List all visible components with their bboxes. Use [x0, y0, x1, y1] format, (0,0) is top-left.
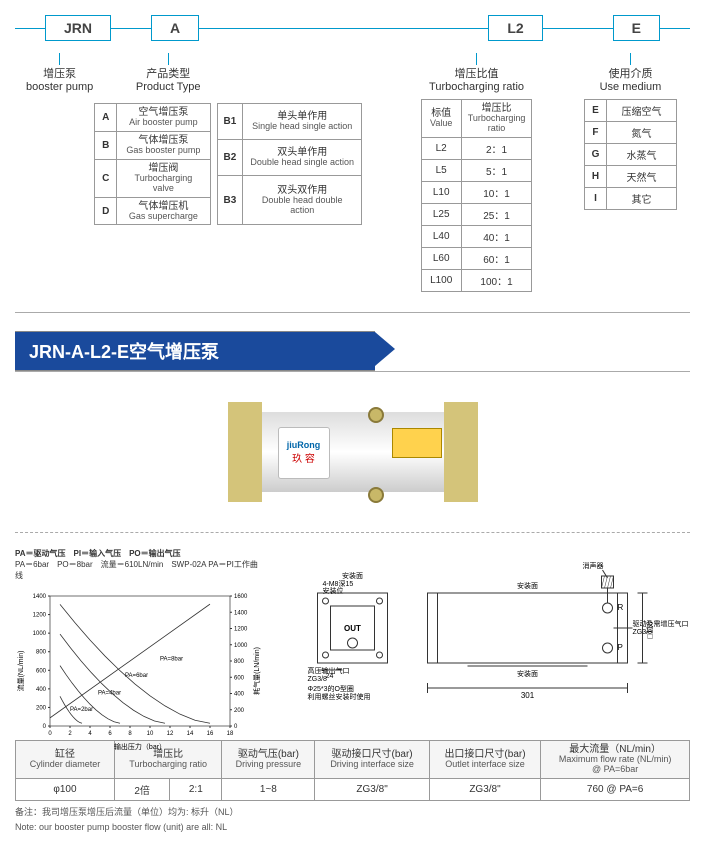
svg-text:安装面: 安装面 — [517, 669, 538, 678]
svg-text:16: 16 — [207, 731, 214, 737]
svg-text:0: 0 — [234, 724, 238, 730]
svg-text:12: 12 — [167, 731, 174, 737]
logo-plate: jiuRong 玖 容 — [278, 427, 330, 479]
svg-text:流量(NL/min): 流量(NL/min) — [16, 650, 25, 691]
col3-en: Turbocharging ratio — [429, 81, 524, 93]
svg-text:18: 18 — [227, 731, 234, 737]
svg-text:400: 400 — [234, 691, 245, 697]
svg-text:ZG3/8: ZG3/8 — [308, 676, 328, 683]
code-row: JRN A L2 E — [15, 15, 690, 41]
svg-text:安装面: 安装面 — [517, 581, 538, 590]
svg-text:600: 600 — [234, 675, 245, 681]
svg-text:6: 6 — [108, 731, 112, 737]
medium-table: E压缩空气F氮气G水蒸气H天然气I其它 — [584, 99, 677, 210]
port-top-icon — [368, 407, 384, 423]
col2-en: Product Type — [136, 81, 201, 93]
svg-text:14: 14 — [187, 731, 194, 737]
svg-text:600: 600 — [36, 668, 47, 674]
svg-text:4-M8深15: 4-M8深15 — [323, 579, 354, 588]
product-type-table-b: B1单头单作用Single head single actionB2双头单作用D… — [217, 103, 363, 225]
svg-text:1200: 1200 — [234, 626, 248, 632]
product-image: jiuRong 玖 容 — [208, 392, 498, 512]
col4-en: Use medium — [600, 81, 662, 93]
svg-text:400: 400 — [36, 687, 47, 693]
spec-note-en: Note: our booster pump booster flow (uni… — [15, 822, 690, 832]
col2-cn: 产品类型 — [146, 65, 190, 81]
svg-text:□110: □110 — [646, 620, 655, 638]
product-type-table-a: A空气增压泵Air booster pumpB气体增压泵Gas booster … — [94, 103, 210, 225]
port-bottom-icon — [368, 487, 384, 503]
svg-text:1400: 1400 — [33, 594, 47, 600]
svg-text:1400: 1400 — [234, 610, 248, 616]
svg-text:利用螺丝安装时使用: 利用螺丝安装时使用 — [308, 692, 371, 701]
svg-text:4: 4 — [88, 731, 92, 737]
svg-text:PA=2bar: PA=2bar — [70, 707, 93, 713]
svg-text:800: 800 — [234, 659, 245, 665]
svg-text:24: 24 — [326, 673, 334, 680]
warning-sticker-icon — [392, 428, 442, 458]
svg-text:耗气量(LN/min): 耗气量(LN/min) — [252, 647, 261, 695]
svg-text:10: 10 — [147, 731, 154, 737]
svg-text:安装位: 安装位 — [323, 586, 344, 595]
columns: 增压泵 booster pump 产品类型 Product Type A空气增压… — [15, 51, 690, 292]
code-a: A — [151, 15, 199, 41]
code-jrn: JRN — [45, 15, 111, 41]
performance-chart: PA＝驱动气压 PI＝输入气压 PO＝输出气压 PA＝6bar PO＝8bar … — [15, 548, 265, 728]
svg-text:Φ25*3的O型圈: Φ25*3的O型圈 — [308, 684, 354, 693]
svg-text:8: 8 — [128, 731, 132, 737]
svg-text:安装面: 安装面 — [342, 571, 363, 580]
col3-cn: 增压比值 — [455, 65, 499, 81]
svg-text:OUT: OUT — [344, 624, 361, 633]
svg-text:800: 800 — [36, 649, 47, 655]
code-e: E — [613, 15, 660, 41]
svg-text:1000: 1000 — [33, 631, 47, 637]
svg-text:301: 301 — [521, 691, 535, 700]
svg-text:输出压力（bar）: 输出压力（bar） — [114, 742, 166, 751]
svg-text:1000: 1000 — [234, 643, 248, 649]
svg-text:P: P — [618, 643, 623, 652]
title-bar: JRN-A-L2-E空气增压泵 — [15, 331, 375, 371]
svg-text:200: 200 — [234, 708, 245, 714]
col4-cn: 使用介质 — [608, 65, 652, 81]
schematic-drawing: OUT4-M8深15安装位安装面高压输出气口ZG3/8Φ25*3的O型圈利用螺丝… — [285, 548, 690, 721]
svg-text:驱动及需增压气口: 驱动及需增压气口 — [633, 619, 689, 628]
chart-top-note: PA＝驱动气压 PI＝输入气压 PO＝输出气压 — [15, 548, 265, 559]
svg-text:0: 0 — [48, 731, 52, 737]
spec-note-cn: 备注：我司增压泵增压后流量（单位）均为: 标升（NL） — [15, 805, 690, 818]
svg-text:2: 2 — [68, 731, 72, 737]
svg-text:消声器: 消声器 — [583, 561, 604, 570]
svg-text:200: 200 — [36, 705, 47, 711]
code-l2: L2 — [488, 15, 542, 41]
svg-text:1200: 1200 — [33, 612, 47, 618]
svg-text:PA=8bar: PA=8bar — [160, 656, 183, 662]
svg-text:0: 0 — [43, 724, 47, 730]
chart-sub-note: PA＝6bar PO＝8bar 流量＝610LN/min SWP-02A PA＝… — [15, 559, 265, 581]
svg-text:R: R — [618, 603, 624, 612]
svg-text:1600: 1600 — [234, 594, 248, 600]
ratio-table: 标值Value增压比Turbocharging ratioL22：1L55：1L… — [421, 99, 533, 292]
